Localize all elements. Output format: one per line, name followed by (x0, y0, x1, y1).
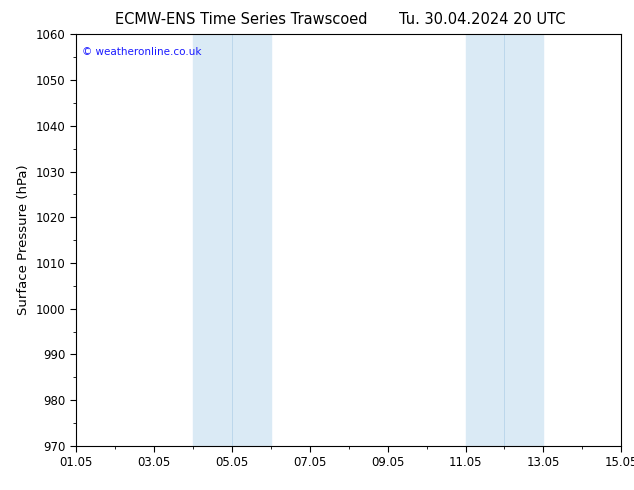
Y-axis label: Surface Pressure (hPa): Surface Pressure (hPa) (17, 165, 30, 316)
Bar (465, 34, 543, 446)
Text: © weatheronline.co.uk: © weatheronline.co.uk (82, 47, 201, 57)
Bar (193, 34, 271, 446)
Text: Tu. 30.04.2024 20 UTC: Tu. 30.04.2024 20 UTC (399, 12, 565, 27)
Text: ECMW-ENS Time Series Trawscoed: ECMW-ENS Time Series Trawscoed (115, 12, 367, 27)
